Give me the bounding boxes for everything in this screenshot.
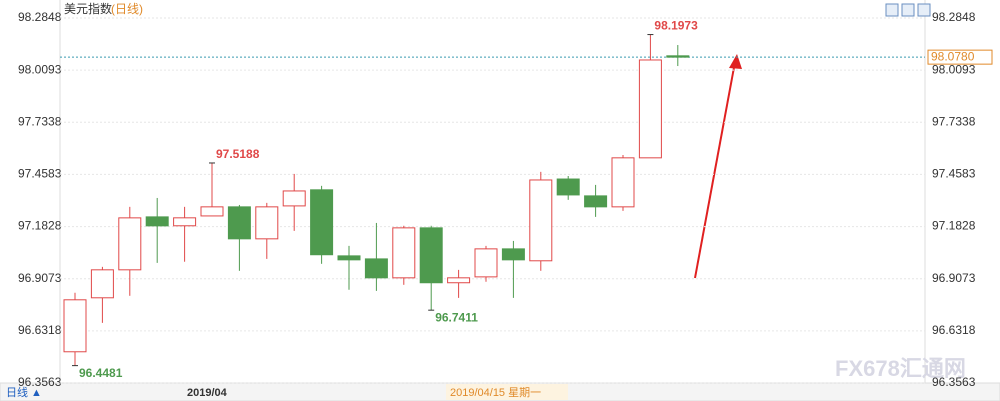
y-tick-label-right: 97.4583 <box>932 167 976 181</box>
low-label: 96.4481 <box>79 366 123 380</box>
x-label: 2019/04 <box>187 387 228 399</box>
y-tick-label-right: 97.1828 <box>932 219 976 233</box>
candle-body <box>173 217 197 227</box>
y-tick-label-right: 98.2848 <box>932 10 976 24</box>
y-tick-label-right: 96.3563 <box>932 375 976 389</box>
candle-body <box>666 55 690 58</box>
candle-body <box>364 258 388 279</box>
watermark: FX678汇通网 <box>835 356 966 381</box>
candle-body <box>419 227 443 284</box>
candle-body <box>638 59 662 159</box>
candle-body <box>118 217 142 271</box>
arrow <box>694 54 742 279</box>
high-label: 98.1973 <box>654 19 698 33</box>
candle-body <box>90 269 114 299</box>
x-label: 2019/04/15 星期一 <box>450 386 541 399</box>
candle-body <box>200 206 224 217</box>
candle-body <box>447 277 471 284</box>
arrow-head <box>729 54 742 69</box>
y-tick-label-right: 96.9073 <box>932 271 976 285</box>
high-label: 97.5188 <box>216 147 260 161</box>
toolbar <box>885 3 931 17</box>
chart-subtitle: (日线) <box>111 2 143 16</box>
chart-title: 美元指数 <box>64 1 112 16</box>
candle-body <box>529 179 553 262</box>
candle-body <box>282 190 306 207</box>
y-tick-label: 96.6318 <box>18 323 62 337</box>
period-button[interactable]: 日线 ▲ <box>6 385 42 399</box>
y-tick-label: 98.2848 <box>18 10 62 24</box>
y-tick-label: 96.3563 <box>18 375 62 389</box>
low-label: 96.7411 <box>435 310 478 324</box>
candle-body <box>584 195 608 208</box>
candle-body <box>227 206 251 240</box>
y-tick-label-right: 98.0093 <box>932 62 976 76</box>
candle-body <box>611 157 635 208</box>
candle-body <box>501 248 525 261</box>
candle-body <box>310 189 334 256</box>
tool-button[interactable] <box>885 3 899 17</box>
tool-button[interactable] <box>901 3 915 17</box>
last-price-label: 98.0780 <box>931 49 975 63</box>
y-tick-label: 96.9073 <box>18 271 62 285</box>
y-tick-label: 97.1828 <box>18 219 62 233</box>
candle-body <box>474 248 498 278</box>
arrow-line <box>694 61 736 279</box>
candle-body <box>337 255 361 261</box>
x-label-highlight <box>446 384 568 400</box>
y-tick-label-right: 96.6318 <box>932 323 976 337</box>
candle-body <box>556 178 580 196</box>
tool-button[interactable] <box>917 3 931 17</box>
y-tick-label: 97.7338 <box>18 114 62 128</box>
last-price-box <box>927 49 993 65</box>
y-tick-label: 97.4583 <box>18 167 62 181</box>
candle-body <box>392 227 416 279</box>
candle-body <box>63 299 87 353</box>
y-tick-label-right: 97.7338 <box>932 114 976 128</box>
candle-body <box>255 206 279 240</box>
y-tick-label: 98.0093 <box>18 62 62 76</box>
candle-body <box>145 216 169 227</box>
